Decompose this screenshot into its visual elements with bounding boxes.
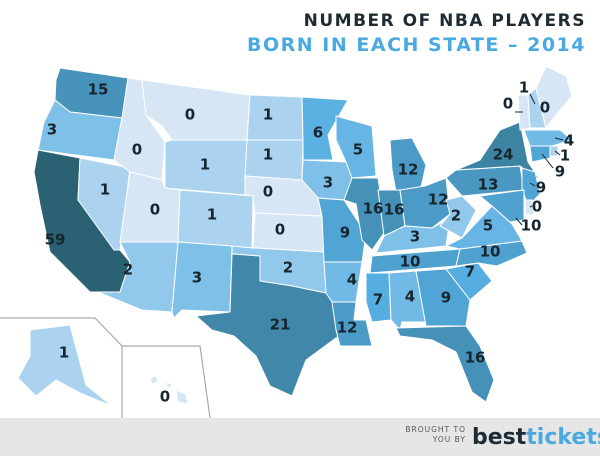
state-value-label: 9 bbox=[555, 163, 565, 181]
state-value-label: 6 bbox=[313, 124, 323, 142]
leader-line bbox=[529, 205, 533, 208]
state-value-label: 12 bbox=[398, 161, 419, 179]
credit-line: BROUGHT TO bbox=[405, 425, 466, 434]
state bbox=[149, 375, 159, 385]
state-value-label: 10 bbox=[400, 253, 421, 271]
state-value-label: 2 bbox=[283, 259, 293, 277]
credit-line: YOU BY bbox=[432, 435, 466, 444]
leader-line bbox=[515, 217, 523, 226]
state-value-label: 7 bbox=[373, 291, 383, 309]
state-value-label: 7 bbox=[465, 263, 475, 281]
state bbox=[246, 94, 304, 141]
state-value-label: 9 bbox=[340, 224, 350, 242]
state bbox=[343, 177, 387, 251]
state-value-label: 10 bbox=[521, 217, 542, 235]
state bbox=[141, 79, 251, 141]
state bbox=[365, 272, 392, 323]
state-value-label: 1 bbox=[560, 147, 570, 165]
brand: besttickets bbox=[472, 425, 600, 450]
title-line-2: BORN IN EACH STATE – 2014 bbox=[247, 34, 586, 56]
state-value-label: 0 bbox=[503, 95, 513, 113]
state-value-label: 9 bbox=[536, 179, 546, 197]
state-value-label: 3 bbox=[323, 174, 333, 192]
state-value-label: 4 bbox=[405, 288, 415, 306]
state-value-label: 0 bbox=[275, 221, 285, 239]
state-value-label: 16 bbox=[465, 349, 486, 367]
state-value-label: 9 bbox=[441, 289, 451, 307]
state-value-label: 10 bbox=[480, 243, 501, 261]
state-value-label: 1 bbox=[207, 206, 217, 224]
state bbox=[395, 325, 495, 403]
state-value-label: 0 bbox=[150, 201, 160, 219]
state bbox=[244, 139, 304, 181]
state-value-label: 4 bbox=[347, 271, 357, 289]
leader-line bbox=[554, 150, 561, 156]
state-value-label: 0 bbox=[263, 183, 273, 201]
leader-line bbox=[554, 137, 564, 141]
state bbox=[331, 301, 373, 347]
brand-tickets: tickets bbox=[526, 425, 600, 450]
state-value-label: 1 bbox=[263, 106, 273, 124]
state bbox=[164, 139, 248, 196]
state bbox=[523, 129, 573, 147]
state-value-label: 24 bbox=[493, 146, 514, 164]
state-value-label: 2 bbox=[451, 207, 461, 225]
leader-line bbox=[541, 153, 554, 169]
state-value-label: 5 bbox=[353, 141, 363, 159]
state-value-label: 5 bbox=[483, 217, 493, 235]
state-value-label: 12 bbox=[428, 191, 449, 209]
state-value-label: 21 bbox=[270, 316, 291, 334]
state-value-label: 1 bbox=[519, 79, 529, 97]
state-value-label: 3 bbox=[47, 121, 57, 139]
state-value-label: 15 bbox=[88, 81, 109, 99]
state bbox=[535, 65, 573, 129]
state-island bbox=[164, 381, 173, 391]
state-value-label: 0 bbox=[160, 388, 170, 406]
state-value-label: 4 bbox=[564, 132, 574, 150]
state-value-label: 1 bbox=[263, 146, 273, 164]
state bbox=[549, 145, 559, 157]
state-value-label: 13 bbox=[478, 176, 499, 194]
brand-best: best bbox=[472, 425, 527, 450]
state-value-label: 16 bbox=[363, 200, 384, 218]
state-value-label: 0 bbox=[185, 106, 195, 124]
state bbox=[524, 199, 535, 216]
state bbox=[252, 212, 325, 253]
leader-line bbox=[529, 93, 536, 105]
state-value-label: 0 bbox=[132, 141, 142, 159]
state-value-label: 0 bbox=[540, 99, 550, 117]
state-value-label: 59 bbox=[45, 231, 66, 249]
state-island bbox=[175, 389, 189, 405]
state bbox=[445, 262, 493, 301]
state bbox=[195, 253, 341, 397]
state-value-label: 12 bbox=[337, 319, 358, 337]
state bbox=[301, 96, 349, 161]
leader-line bbox=[529, 182, 536, 187]
alaska-inset-border bbox=[0, 317, 123, 418]
state-value-label: 0 bbox=[532, 198, 542, 216]
state-value-label: 1 bbox=[59, 344, 69, 362]
state bbox=[17, 324, 113, 407]
state-value-label: 16 bbox=[384, 201, 405, 219]
state-value-label: 2 bbox=[123, 261, 133, 279]
title-line-1: NUMBER OF NBA PLAYERS bbox=[304, 11, 586, 31]
state bbox=[521, 167, 541, 207]
states bbox=[17, 65, 573, 407]
footer-band bbox=[0, 418, 600, 456]
hawaii-inset-border bbox=[122, 345, 211, 419]
state bbox=[479, 189, 525, 223]
state-value-label: 3 bbox=[410, 228, 420, 246]
state-value-label: 3 bbox=[192, 269, 202, 287]
state-value-label: 1 bbox=[200, 156, 210, 174]
state-value-label: 1 bbox=[100, 181, 110, 199]
